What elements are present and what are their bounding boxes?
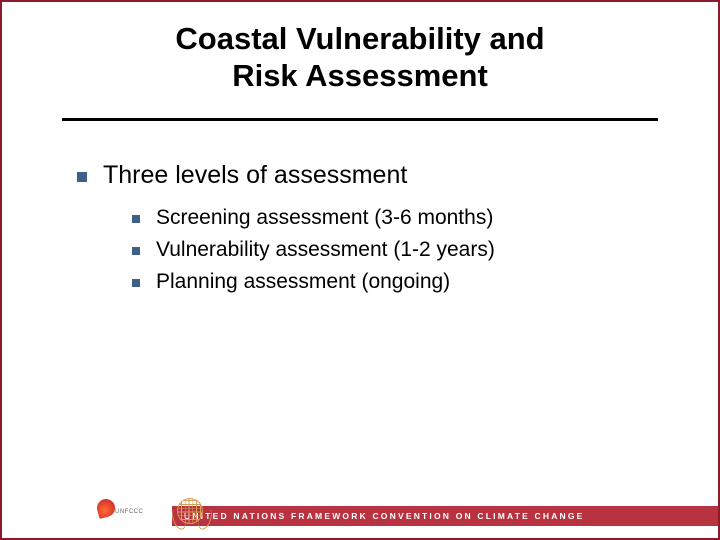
slide: Coastal Vulnerability and Risk Assessmen… — [0, 0, 720, 540]
footer: UNITED NATIONS FRAMEWORK CONVENTION ON C… — [2, 506, 718, 538]
footer-bar: UNITED NATIONS FRAMEWORK CONVENTION ON C… — [172, 506, 718, 526]
bullet-l2-text: Screening assessment (3-6 months) — [156, 206, 493, 230]
title-area: Coastal Vulnerability and Risk Assessmen… — [62, 2, 658, 108]
footer-bottom-strip — [2, 526, 718, 538]
bullet-l1-text: Three levels of assessment — [103, 161, 407, 190]
sub-bullets: Screening assessment (3-6 months) Vulner… — [77, 202, 658, 294]
content-area: Three levels of assessment Screening ass… — [2, 121, 718, 294]
bullet-level-2: Planning assessment (ongoing) — [132, 270, 658, 294]
square-bullet-icon — [132, 279, 140, 287]
square-bullet-icon — [132, 215, 140, 223]
footer-text: UNITED NATIONS FRAMEWORK CONVENTION ON C… — [184, 511, 585, 521]
bullet-level-1: Three levels of assessment — [77, 161, 658, 190]
slide-title: Coastal Vulnerability and Risk Assessmen… — [62, 20, 658, 94]
bullet-l2-text: Planning assessment (ongoing) — [156, 270, 450, 294]
un-logo — [177, 498, 207, 528]
unfccc-logo: UNFCCC — [97, 499, 139, 523]
bullet-l2-text: Vulnerability assessment (1-2 years) — [156, 238, 495, 262]
unfccc-label: UNFCCC — [115, 509, 143, 515]
square-bullet-icon — [77, 172, 87, 182]
title-line-2: Risk Assessment — [232, 58, 488, 93]
square-bullet-icon — [132, 247, 140, 255]
bullet-level-2: Vulnerability assessment (1-2 years) — [132, 238, 658, 262]
bullet-level-2: Screening assessment (3-6 months) — [132, 206, 658, 230]
flame-icon — [95, 497, 117, 519]
title-line-1: Coastal Vulnerability and — [175, 21, 544, 56]
